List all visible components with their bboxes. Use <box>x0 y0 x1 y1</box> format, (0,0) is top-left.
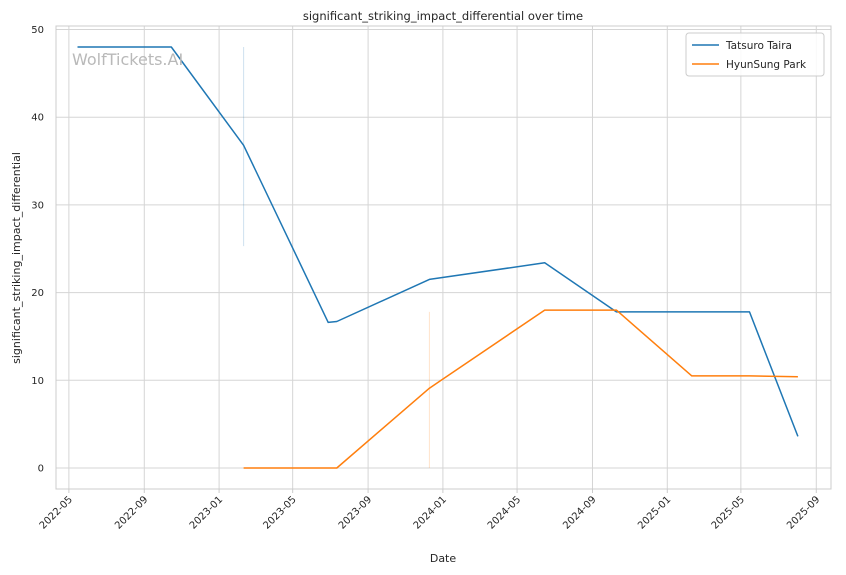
y-axis-label: significant_striking_impact_differential <box>10 152 23 364</box>
x-tick-label: 2022-05 <box>38 494 75 531</box>
y-tick-label: 0 <box>38 463 44 474</box>
series-line-hyunsung-park <box>243 309 798 469</box>
range-band-layer <box>243 47 430 468</box>
x-tick-label: 2024-05 <box>486 494 523 531</box>
plot-frame <box>55 25 832 490</box>
watermark-text: WolfTickets.AI <box>72 50 183 69</box>
x-tick-label: 2025-09 <box>785 494 822 531</box>
x-tick-label: 2022-09 <box>113 494 150 531</box>
y-tick-label: 30 <box>31 200 44 211</box>
series-line-tatsuro-taira <box>77 46 799 437</box>
x-axis-label: Date <box>430 552 457 565</box>
legend-label-tatsuro-taira: Tatsuro Taira <box>725 40 792 52</box>
x-tick-label: 2023-01 <box>188 494 225 531</box>
legend: Tatsuro Taira HyunSung Park <box>685 32 825 77</box>
x-tick-label: 2023-09 <box>337 494 374 531</box>
legend-box <box>685 32 825 77</box>
legend-label-hyunsung-park: HyunSung Park <box>726 59 807 71</box>
x-tick-label: 2025-05 <box>710 494 747 531</box>
x-tick-label: 2024-09 <box>561 494 598 531</box>
y-tick-label: 50 <box>31 25 44 36</box>
series-layer <box>77 46 799 469</box>
x-tick-label: 2023-05 <box>261 494 298 531</box>
y-tick-label: 20 <box>31 288 44 299</box>
grid-layer <box>56 26 831 489</box>
y-tick-label: 10 <box>31 376 44 387</box>
tick-layer: 2022-05 2022-09 2023-01 2023-05 2023-09 2024-… <box>31 25 822 532</box>
x-tick-label: 2025-01 <box>636 494 673 531</box>
chart-title: significant_striking_impact_differential… <box>303 9 583 23</box>
y-tick-label: 40 <box>31 113 44 124</box>
x-tick-label: 2024-01 <box>412 494 449 531</box>
